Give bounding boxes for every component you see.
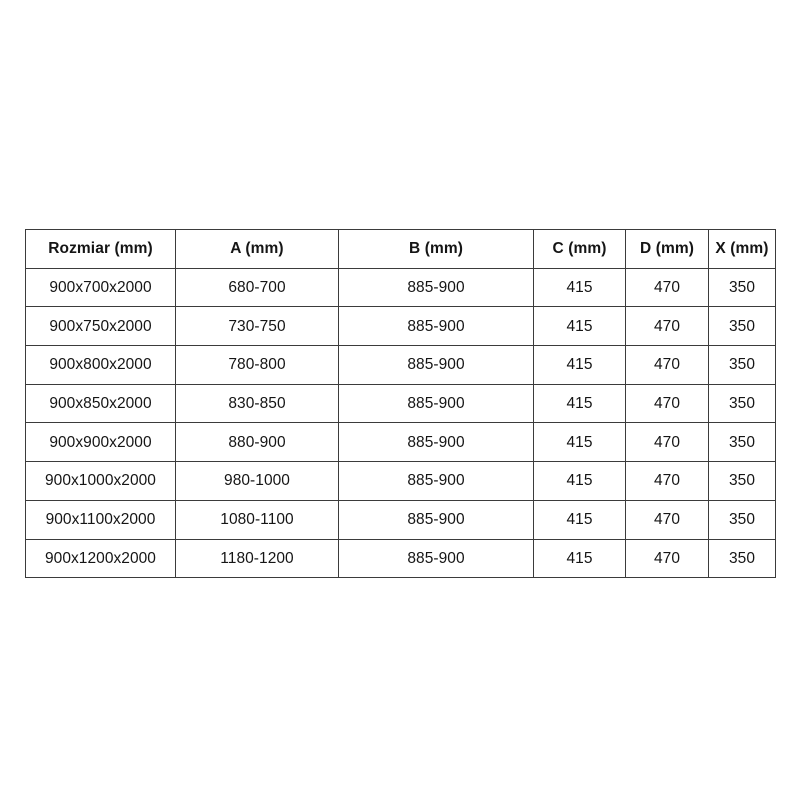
table-row: 900x1000x2000 980-1000 885-900 415 470 350: [25, 461, 776, 501]
cell-c: 415: [533, 538, 626, 579]
cell-c: 415: [533, 422, 626, 463]
cell-d: 470: [625, 345, 709, 385]
cell-d: 470: [625, 306, 709, 347]
cell-rozmiar: 900x750x2000: [25, 306, 176, 347]
cell-c: 415: [533, 383, 626, 424]
cell-x: 350: [708, 345, 776, 385]
cell-d: 470: [625, 383, 709, 424]
cell-a: 980-1000: [175, 461, 339, 501]
cell-b: 885-900: [338, 538, 534, 579]
column-header-b: B (mm): [338, 229, 534, 269]
cell-rozmiar: 900x1200x2000: [25, 538, 176, 579]
cell-c: 415: [533, 345, 626, 385]
column-header-rozmiar: Rozmiar (mm): [25, 229, 176, 269]
cell-b: 885-900: [338, 306, 534, 347]
cell-b: 885-900: [338, 345, 534, 385]
cell-rozmiar: 900x900x2000: [25, 422, 176, 463]
column-header-d: D (mm): [625, 229, 709, 269]
table-row: 900x1100x2000 1080-1100 885-900 415 470 350: [25, 499, 776, 540]
cell-a: 880-900: [175, 422, 339, 463]
specification-table: Rozmiar (mm) A (mm) B (mm) C (mm) D (mm)…: [25, 229, 776, 579]
column-header-a: A (mm): [175, 229, 339, 269]
table-row: 900x750x2000 730-750 885-900 415 470 350: [25, 306, 776, 347]
specification-table-container: Rozmiar (mm) A (mm) B (mm) C (mm) D (mm)…: [25, 229, 776, 579]
column-header-x: X (mm): [708, 229, 776, 269]
cell-d: 470: [625, 499, 709, 540]
cell-a: 830-850: [175, 383, 339, 424]
cell-b: 885-900: [338, 267, 534, 308]
cell-b: 885-900: [338, 461, 534, 501]
cell-c: 415: [533, 461, 626, 501]
cell-x: 350: [708, 267, 776, 308]
table-body: 900x700x2000 680-700 885-900 415 470 350 900x7…: [25, 267, 776, 579]
table-row: 900x850x2000 830-850 885-900 415 470 350: [25, 383, 776, 424]
column-header-c: C (mm): [533, 229, 626, 269]
cell-a: 1080-1100: [175, 499, 339, 540]
cell-rozmiar: 900x700x2000: [25, 267, 176, 308]
cell-c: 415: [533, 499, 626, 540]
cell-rozmiar: 900x1100x2000: [25, 499, 176, 540]
table-row: 900x700x2000 680-700 885-900 415 470 350: [25, 267, 776, 308]
table-row: 900x800x2000 780-800 885-900 415 470 350: [25, 345, 776, 385]
cell-x: 350: [708, 499, 776, 540]
table-row: 900x900x2000 880-900 885-900 415 470 350: [25, 422, 776, 463]
cell-rozmiar: 900x850x2000: [25, 383, 176, 424]
cell-rozmiar: 900x800x2000: [25, 345, 176, 385]
table-header-row: Rozmiar (mm) A (mm) B (mm) C (mm) D (mm)…: [25, 229, 776, 269]
cell-b: 885-900: [338, 383, 534, 424]
cell-x: 350: [708, 461, 776, 501]
cell-a: 780-800: [175, 345, 339, 385]
cell-x: 350: [708, 306, 776, 347]
cell-a: 680-700: [175, 267, 339, 308]
cell-x: 350: [708, 538, 776, 579]
cell-c: 415: [533, 267, 626, 308]
cell-c: 415: [533, 306, 626, 347]
cell-rozmiar: 900x1000x2000: [25, 461, 176, 501]
table-header: Rozmiar (mm) A (mm) B (mm) C (mm) D (mm)…: [25, 229, 776, 269]
cell-a: 730-750: [175, 306, 339, 347]
cell-x: 350: [708, 383, 776, 424]
cell-a: 1180-1200: [175, 538, 339, 579]
cell-x: 350: [708, 422, 776, 463]
cell-d: 470: [625, 461, 709, 501]
cell-d: 470: [625, 422, 709, 463]
cell-d: 470: [625, 267, 709, 308]
cell-d: 470: [625, 538, 709, 579]
table-row: 900x1200x2000 1180-1200 885-900 415 470 350: [25, 538, 776, 579]
cell-b: 885-900: [338, 499, 534, 540]
cell-b: 885-900: [338, 422, 534, 463]
